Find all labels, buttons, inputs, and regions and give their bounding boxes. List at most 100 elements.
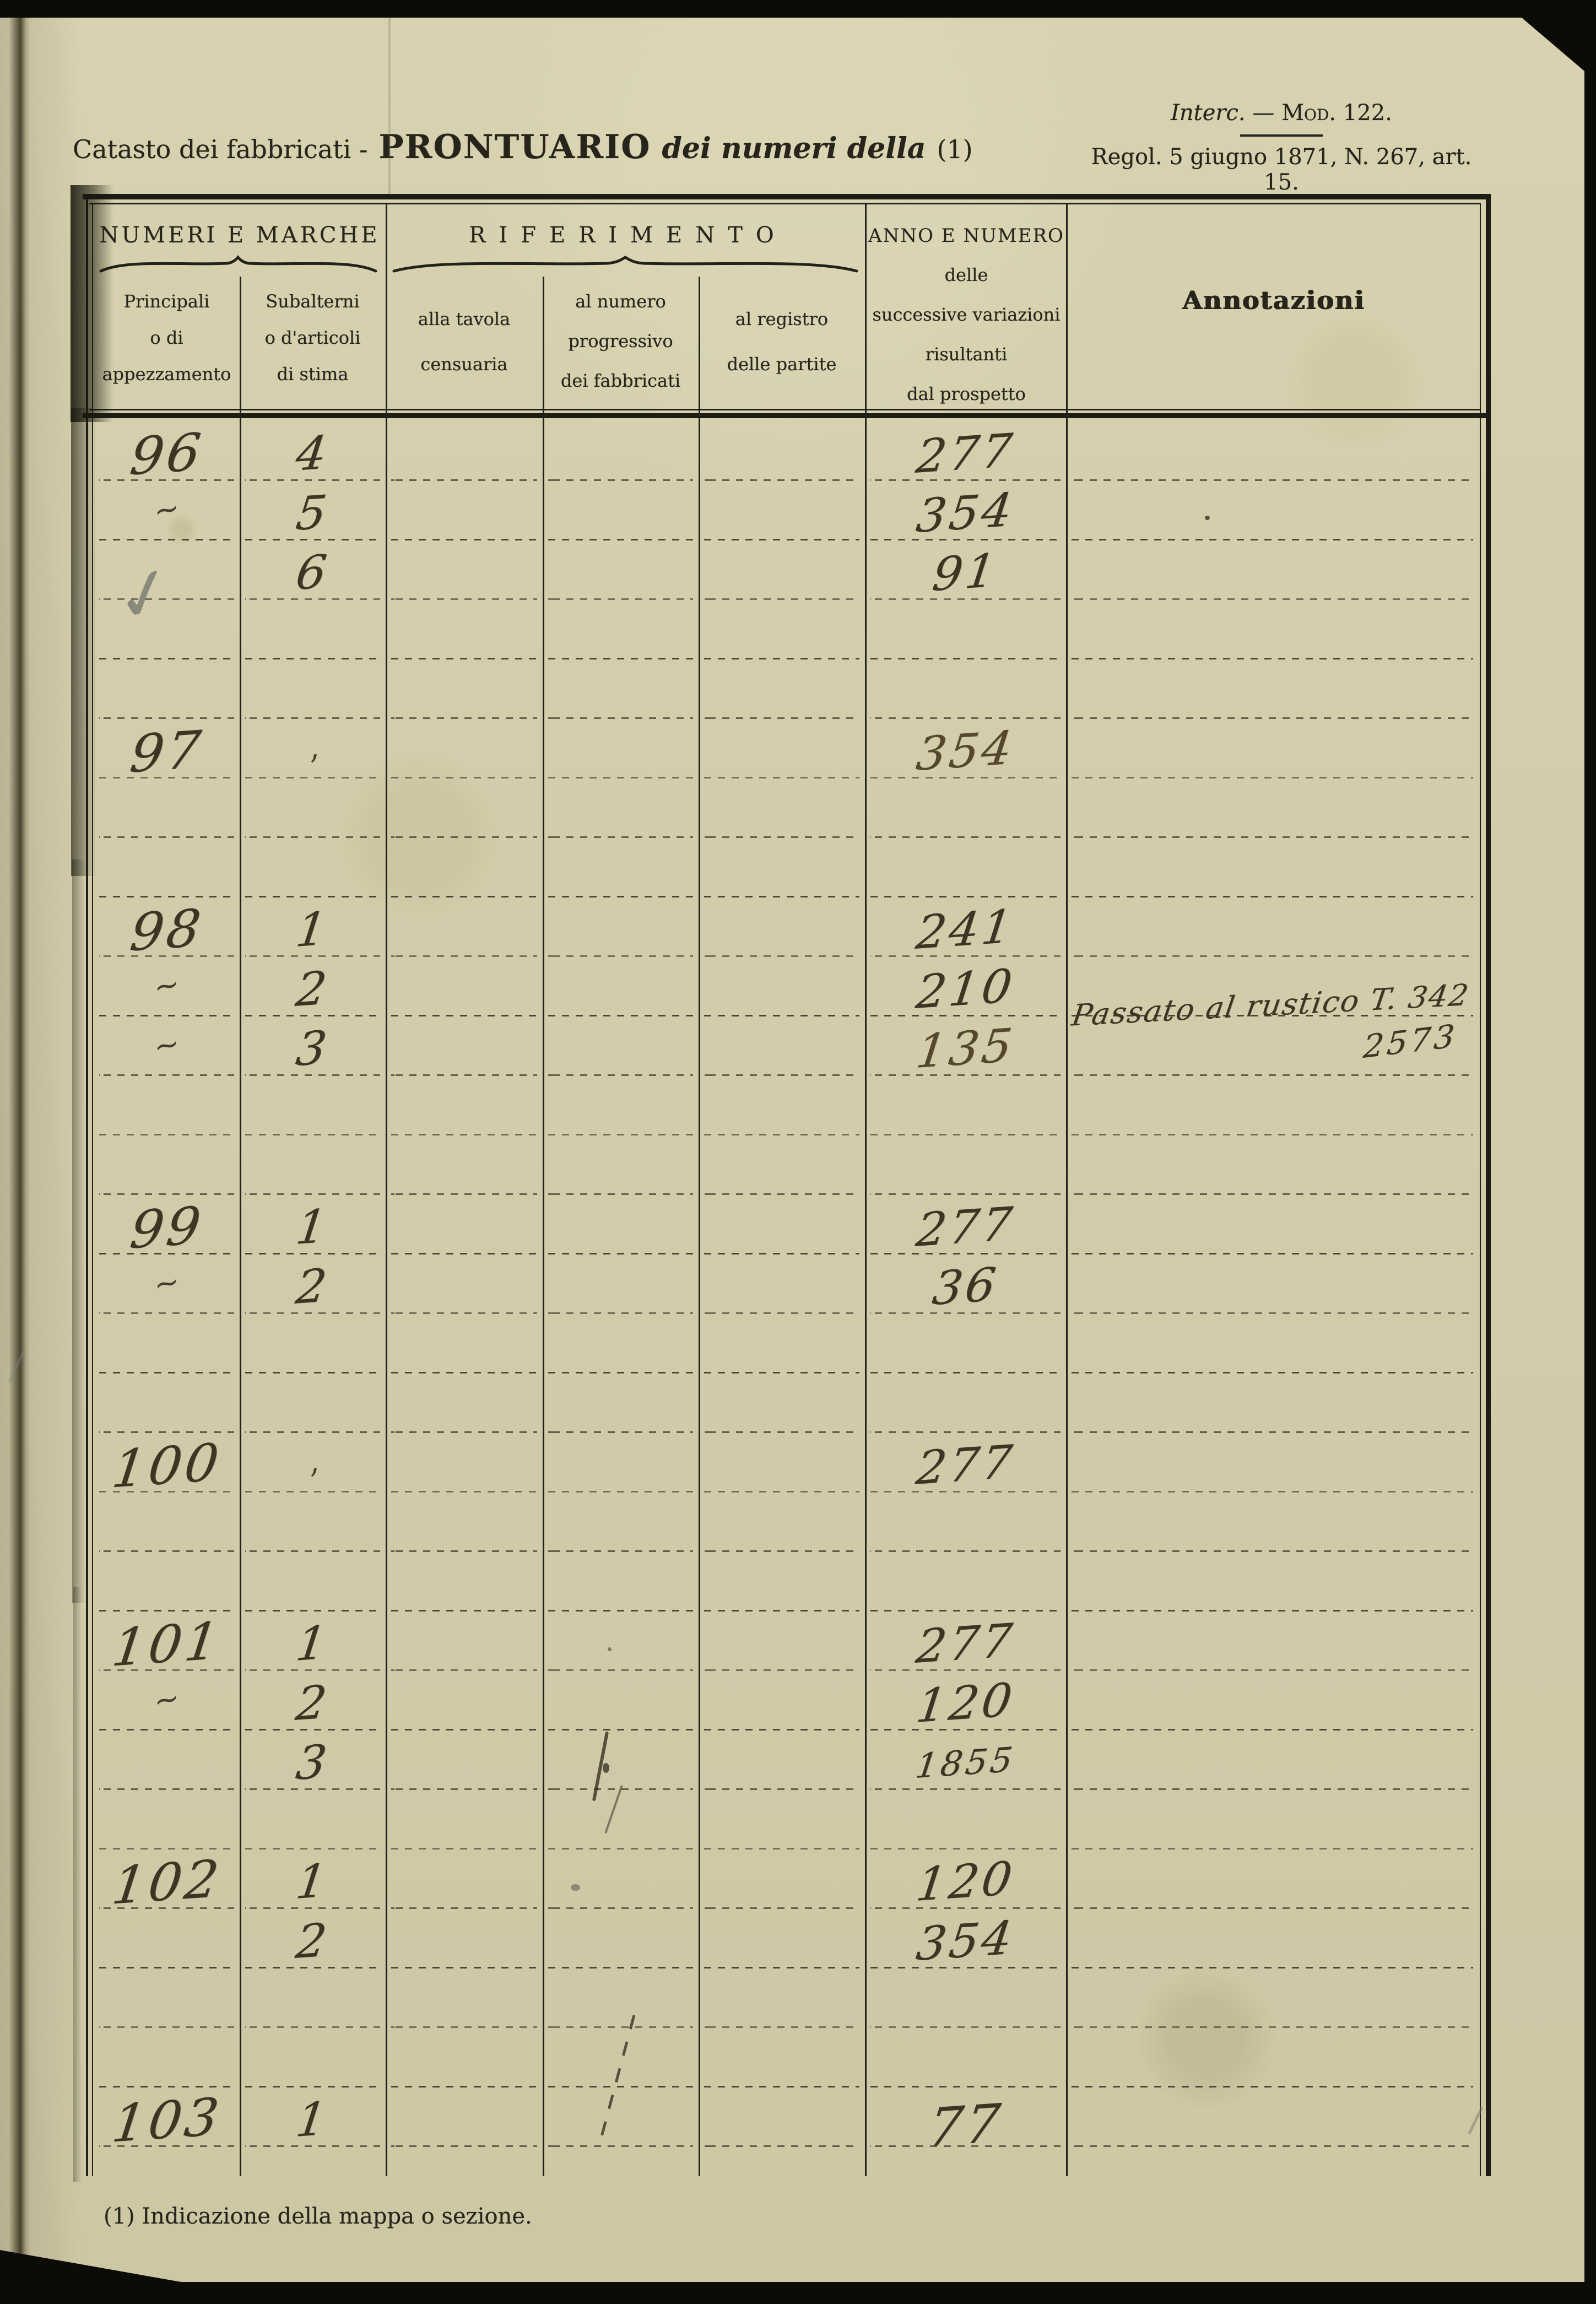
cell-subalterno [240, 1373, 386, 1433]
anno-header-line: dal prospetto [907, 383, 1026, 404]
cell-tavola [386, 778, 543, 838]
cell-progressivo [543, 1670, 699, 1730]
cell-variazioni: 36 [865, 1254, 1066, 1316]
handwritten-number: 354 [913, 1911, 1018, 1971]
cell-subalterno [240, 599, 386, 659]
subheader-principali: appezzamento [102, 364, 231, 385]
cell-progressivo [543, 1313, 699, 1373]
ditto-mark: ~ [150, 1025, 183, 1066]
cell-registro [699, 421, 865, 481]
header-rule-thick [83, 413, 1491, 418]
cell-variazioni [865, 2027, 1066, 2087]
cell-registro [699, 1016, 865, 1076]
cell-registro [699, 540, 865, 600]
subheader-registro: delle partite [727, 354, 837, 375]
cell-registro [699, 1968, 865, 2028]
table-row: 103 1 77 [83, 2087, 1479, 2159]
handwritten-number: 135 [913, 1018, 1018, 1079]
cell-tavola [386, 897, 543, 957]
cell-subalterno [240, 1313, 386, 1373]
cell-variazioni: 210 [865, 956, 1066, 1019]
cell-principale: ~ [94, 1670, 240, 1730]
cell-registro [699, 1254, 865, 1314]
anno-header-line: delle [944, 264, 988, 285]
table-row [83, 659, 1479, 719]
cell-principale [94, 1135, 240, 1195]
cell-variazioni [865, 1373, 1066, 1433]
table-row: ~3 135 [83, 1016, 1479, 1079]
cell-variazioni: 277 [865, 1194, 1066, 1257]
form-model-number: Mod. 122. [1281, 100, 1392, 126]
table-row [83, 1492, 1479, 1552]
cell-principale: ~ [94, 1254, 240, 1314]
page-crease [9, 15, 30, 2285]
cell-registro [699, 1492, 865, 1552]
cell-variazioni: 354 [865, 1908, 1066, 1971]
table-row: 99 1 277 [83, 1194, 1479, 1261]
cell-principale: 101 [94, 1611, 240, 1679]
cell-principale [94, 1551, 240, 1611]
cell-progressivo [543, 599, 699, 659]
cell-tavola [386, 1016, 543, 1076]
cell-variazioni: 241 [865, 897, 1066, 960]
cell-progressivo [543, 897, 699, 957]
cell-subalterno [240, 1789, 386, 1849]
handwritten-number: 97 [127, 720, 207, 785]
handwritten-number: 277 [913, 1197, 1018, 1257]
cell-tavola [386, 1849, 543, 1909]
cell-principale: ~ [94, 956, 240, 1016]
cell-progressivo [543, 956, 699, 1016]
handwritten-number: 6 [293, 544, 333, 601]
handwritten-number: 1 [293, 2091, 333, 2148]
subheader-principali: Principali [123, 291, 210, 312]
cell-progressivo [543, 480, 699, 540]
colline-anno-annotazioni [1066, 203, 1068, 2176]
brace-riferimento [392, 256, 858, 273]
cell-annotazioni [1066, 2087, 1479, 2147]
page-title-main: PRONTUARIO [378, 128, 651, 166]
page-title-footnote-ref: (1) [937, 134, 973, 164]
table-row: 2 354 [83, 1908, 1479, 1971]
cell-registro [699, 956, 865, 1016]
cell-annotazioni [1066, 1670, 1479, 1730]
table-row [83, 837, 1479, 897]
cell-tavola [386, 1551, 543, 1611]
handwritten-number: 102 [109, 1849, 225, 1917]
handwritten-number: 1 [293, 901, 333, 958]
handwritten-number: 3 [293, 1020, 333, 1077]
cell-annotazioni [1066, 1432, 1479, 1492]
cell-variazioni: 277 [865, 1611, 1066, 1674]
handwritten-number: 1855 [913, 1739, 1018, 1787]
cell-variazioni [865, 659, 1066, 719]
cell-registro [699, 1551, 865, 1611]
table-border-right [1486, 194, 1491, 2176]
cell-annotazioni [1066, 540, 1479, 600]
cell-progressivo [543, 2027, 699, 2087]
cell-tavola [386, 1492, 543, 1552]
ink-smudge [608, 1647, 612, 1651]
cell-principale [94, 1492, 240, 1552]
cell-registro [699, 1075, 865, 1135]
handwritten-number: 210 [913, 959, 1018, 1019]
group-header-numeri-e-marche: NUMERI E MARCHE [99, 223, 380, 248]
handwritten-number: 1 [293, 1853, 333, 1910]
cell-tavola [386, 1194, 543, 1254]
cell-principale [94, 599, 240, 659]
cell-annotazioni [1066, 421, 1479, 481]
cell-principale: ~ [94, 480, 240, 540]
cell-tavola [386, 718, 543, 778]
cell-progressivo [543, 1016, 699, 1076]
table-row [83, 1075, 1479, 1135]
cell-variazioni: 135 [865, 1016, 1066, 1079]
cell-progressivo [543, 1611, 699, 1671]
colline-tavola-numero [543, 277, 544, 2176]
subheader-tavola: alla tavola [418, 309, 511, 329]
cell-variazioni [865, 1551, 1066, 1611]
cell-subalterno: 2 [240, 1254, 386, 1315]
cell-variazioni [865, 1313, 1066, 1373]
form-dash: — [1252, 100, 1275, 126]
cell-variazioni [865, 837, 1066, 897]
table-row [83, 1789, 1479, 1849]
table-row: 101 1 277 [83, 1611, 1479, 1679]
table-row: 102 1 120 [83, 1849, 1479, 1917]
